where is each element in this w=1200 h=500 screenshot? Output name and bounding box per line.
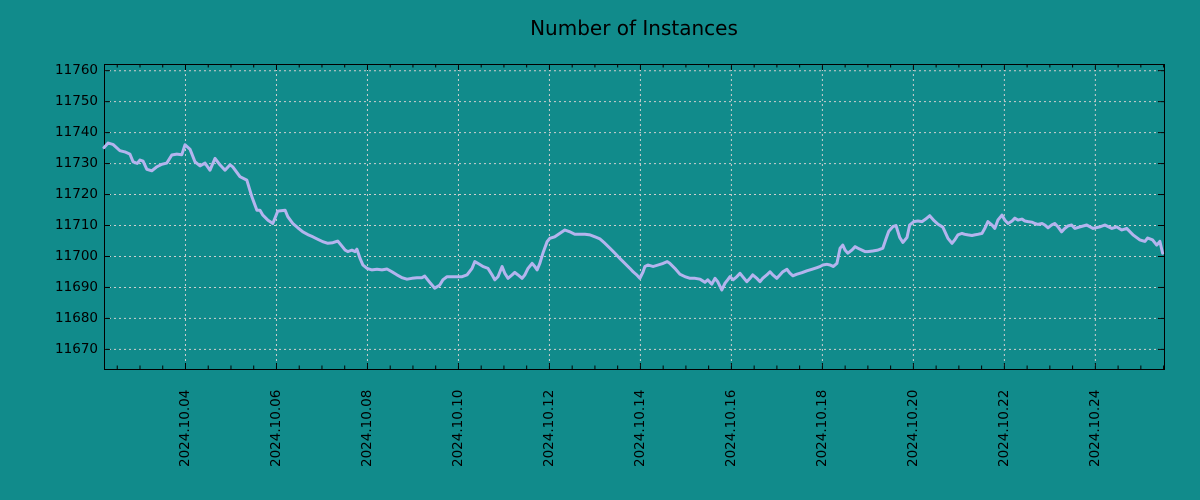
x-tick-label: 2024.10.20	[904, 389, 921, 467]
x-tick-label: 2024.10.16	[722, 389, 739, 467]
x-tick-label: 2024.10.18	[813, 389, 830, 467]
y-tick-label: 11670	[55, 340, 98, 357]
x-tick-label: 2024.10.12	[540, 389, 557, 467]
y-tick-label: 11760	[55, 62, 98, 79]
x-tick-label: 2024.10.24	[1086, 389, 1103, 467]
x-tick-label: 2024.10.22	[995, 389, 1012, 467]
y-tick-label: 11710	[55, 217, 98, 233]
gridlines	[104, 64, 1164, 369]
y-tick-label: 11740	[55, 124, 98, 141]
x-tick-label: 2024.10.14	[631, 389, 648, 467]
x-tick-label: 2024.10.06	[267, 389, 284, 467]
x-tick-label: 2024.10.10	[449, 389, 466, 467]
data-line	[102, 141, 1165, 292]
x-tick-label: 2024.10.08	[358, 389, 375, 467]
plot-frame	[104, 64, 1165, 370]
chart-title: Number of Instances	[530, 16, 738, 40]
y-tick-label: 11730	[55, 155, 98, 172]
y-tick-label: 11720	[55, 186, 98, 203]
y-tick-label: 11680	[55, 309, 98, 326]
y-tick-label: 11690	[55, 278, 98, 295]
x-tick-label: 2024.10.04	[176, 389, 193, 467]
y-tick-label: 11700	[55, 247, 98, 264]
y-tick-label: 11750	[55, 93, 98, 110]
